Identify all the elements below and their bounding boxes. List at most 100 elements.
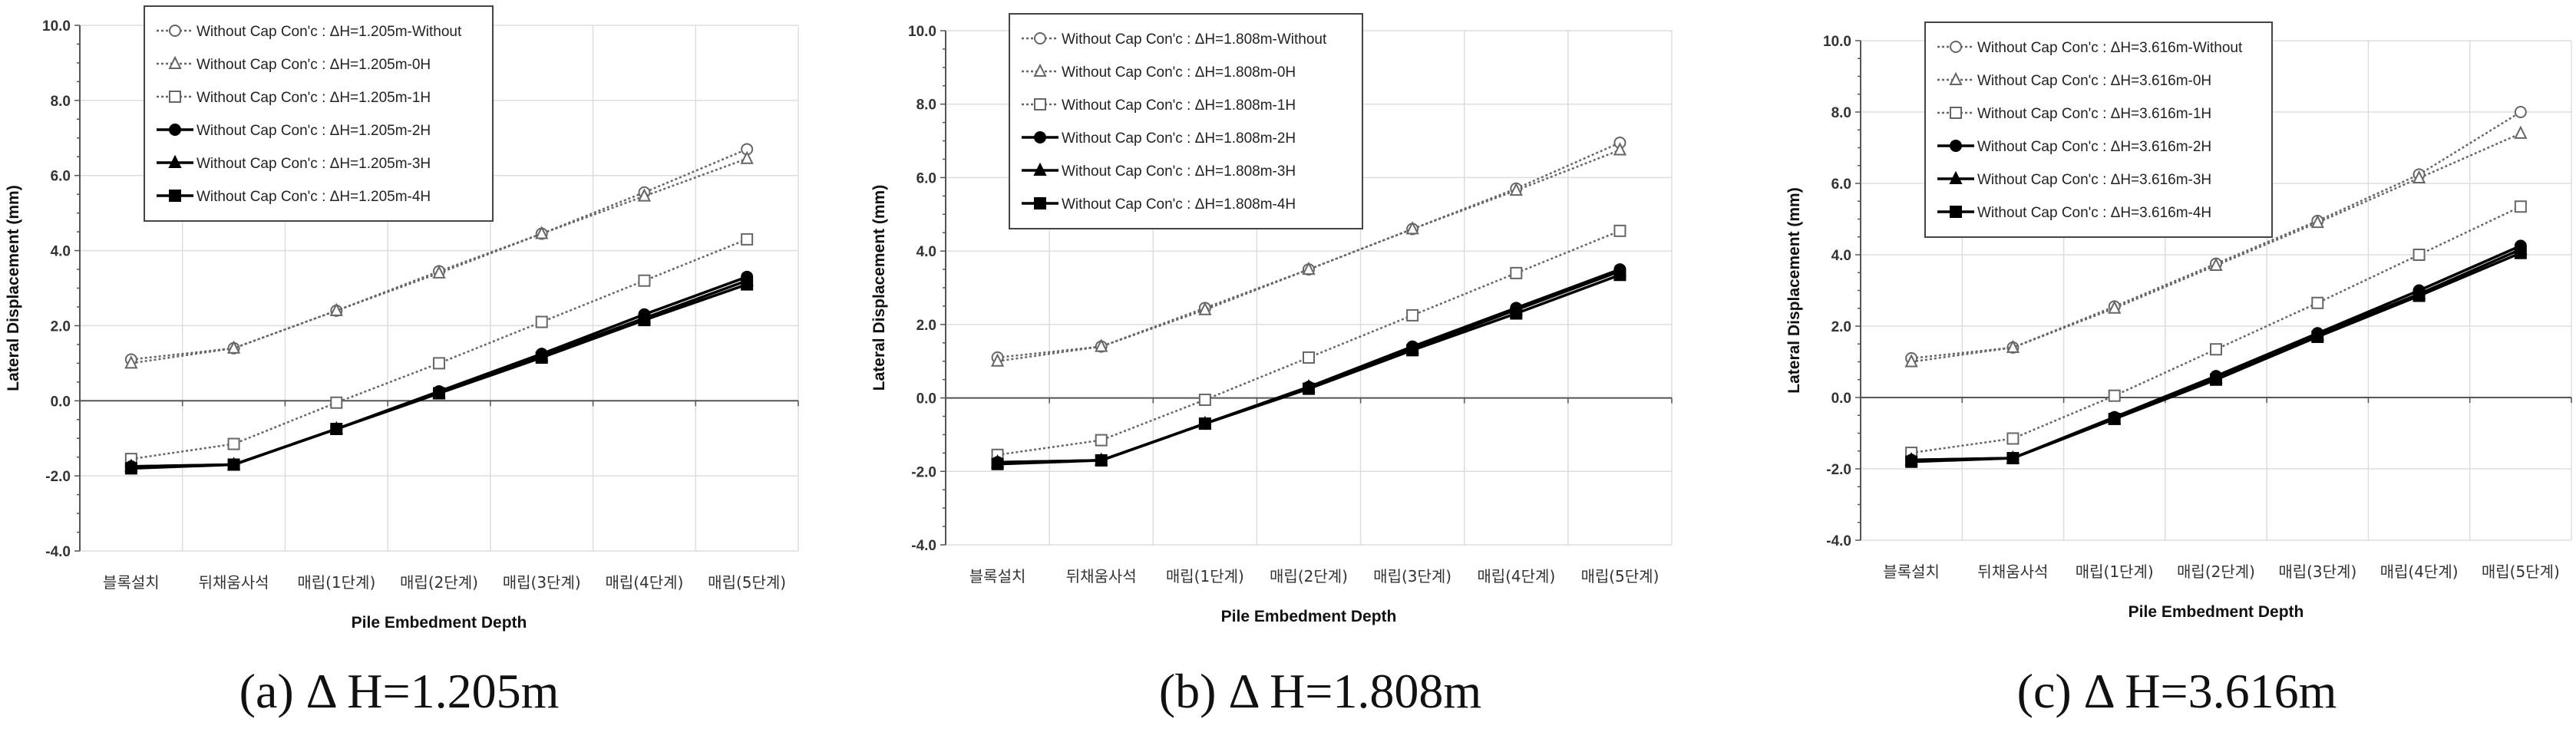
data-point [1510,307,1523,320]
y-tick-label: -2.0 [45,469,71,485]
y-tick-label: 6.0 [1831,176,1851,193]
legend-marker [1950,107,1962,119]
data-point [330,396,343,409]
series-2 [124,233,754,466]
legend-marker [169,124,181,136]
data-point [433,387,445,400]
y-tick-label: -4.0 [45,544,71,560]
series-5 [1905,246,2527,468]
legend-label: Without Cap Con'c : ΔH=1.808m-2H [1062,130,1296,147]
chart-panel-a: -4.0 -2.0 0.0 2.0 4.0 6.0 8.0 10.0 블록설치 뒤채움사석 매립(1… [5,5,799,718]
data-point [226,340,241,354]
data-point [1303,351,1315,364]
data-point [1510,266,1523,279]
series-2 [991,224,1627,461]
series-3 [124,270,754,473]
y-tick-label: 6.0 [51,169,71,185]
legend-label: Without Cap Con'c : ΔH=1.205m-4H [197,189,431,205]
data-point [124,355,138,369]
y-tick-label: 4.0 [916,244,936,260]
x-tick-label: 블록설치 [1883,562,1940,581]
data-point [2210,373,2222,386]
legend-marker [1033,63,1047,77]
chart-panel-c: -4.0 -2.0 0.0 2.0 4.0 6.0 8.0 10.0 블록설치 뒤채움사석 매립(1… [1785,21,2572,718]
data-point [2412,170,2426,184]
legend-label: Without Cap Con'c : ΔH=1.205m-2H [197,123,431,139]
x-tick-label: 매립(3단계) [503,573,581,592]
legend-marker [1949,71,1963,85]
data-point [2311,296,2324,309]
y-tick-label: 10.0 [908,24,936,40]
legend-label: Without Cap Con'c : ΔH=1.808m-3H [1062,163,1296,180]
legend-marker [1034,32,1046,45]
legend: Without Cap Con'c : ΔH=1.808m-Without Wit… [1009,13,1363,229]
legend-marker [168,55,182,69]
x-tick-label: 매립(3단계) [1373,567,1451,586]
data-point [1303,382,1315,395]
x-tick-label: 매립(5단계) [708,573,786,592]
data-point [2514,106,2527,118]
data-point [2209,257,2223,271]
series-3 [991,263,1627,469]
data-point [1406,308,1419,322]
y-tick-label: -2.0 [911,464,936,480]
series-line [997,269,1621,464]
y-tick-label: 4.0 [1831,248,1851,264]
legend-marker [1949,170,1963,184]
y-tick-label: -4.0 [911,538,936,554]
legend: Without Cap Con'c : ΔH=1.205m-Without Wit… [144,5,494,222]
series-line [997,268,1621,464]
x-tick-label: 매립(2단계) [400,573,478,592]
data-point [741,233,754,246]
panel-caption: (c) Δ H=3.616m [2017,664,2337,718]
data-point [2413,249,2426,261]
data-point [1198,393,1211,406]
legend-marker [169,190,181,202]
data-point [535,315,548,328]
panel-caption: (b) Δ H=1.808m [1159,664,1481,718]
data-point [2514,125,2528,139]
legend-label: Without Cap Con'c : ΔH=1.808m-0H [1062,64,1296,81]
data-point [991,457,1004,470]
data-point [740,150,754,164]
data-point [1095,454,1108,467]
x-tick-label: 매립(1단계) [297,573,375,592]
data-point [2413,289,2426,302]
data-point [227,437,240,450]
data-point [2108,389,2121,402]
data-point [1905,455,1918,468]
x-axis-title: Pile Embedment Depth [2129,603,2304,621]
x-tick-label: 매립(2단계) [2177,562,2255,581]
y-axis-title: Lateral Displacement (mm) [5,185,22,391]
chart-panel-b: -4.0 -2.0 0.0 2.0 4.0 6.0 8.0 10.0 블록설치 뒤채움사석 매립(1… [870,13,1673,718]
series-1 [990,142,1627,367]
data-point [2006,339,2020,353]
data-point [1198,302,1212,315]
data-point [2310,214,2324,229]
data-point [1613,269,1627,282]
data-point [2108,412,2121,425]
legend-marker [1034,98,1046,111]
panel-caption: (a) Δ H=1.205m [239,664,560,718]
legend: Without Cap Con'c : ΔH=3.616m-Without Wit… [1924,21,2273,238]
data-point [329,302,343,316]
y-axis-title: Lateral Displacement (mm) [870,185,888,391]
legend-marker [1950,140,1962,152]
y-tick-label: 2.0 [916,318,936,334]
x-tick-label: 블록설치 [969,567,1026,586]
data-point [637,188,652,202]
y-tick-label: 8.0 [51,94,71,110]
data-point [2006,452,2020,465]
y-tick-label: 10.0 [42,18,71,35]
legend-marker [168,154,182,168]
legend-label: Without Cap Con'c : ΔH=1.808m-4H [1062,196,1296,213]
legend-box [144,5,494,222]
y-tick-label: 6.0 [916,170,936,186]
series-4 [990,263,1627,468]
legend-label: Without Cap Con'c : ΔH=3.616m-4H [1977,205,2211,221]
series-4 [124,272,754,472]
data-point [535,226,549,239]
data-point [1509,182,1523,196]
data-point [1406,344,1419,357]
